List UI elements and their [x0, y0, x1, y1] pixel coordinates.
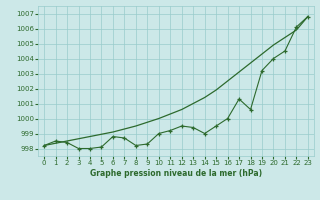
X-axis label: Graphe pression niveau de la mer (hPa): Graphe pression niveau de la mer (hPa) [90, 169, 262, 178]
